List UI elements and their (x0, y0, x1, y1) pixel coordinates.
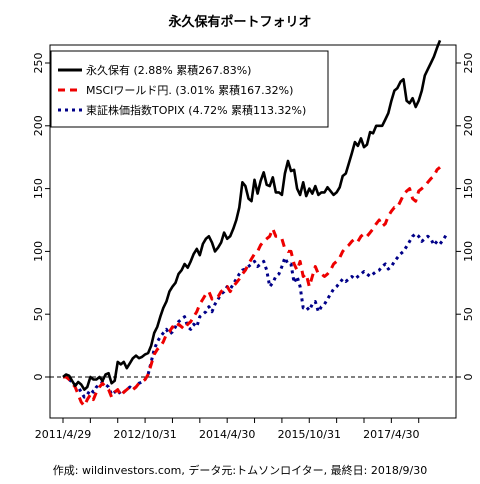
y-tick-label-right: 150 (462, 178, 475, 199)
x-tick-label: 2011/4/29 (35, 428, 91, 441)
y-tick-label-right: 250 (462, 53, 475, 74)
y-tick-label-left: 200 (32, 115, 45, 136)
legend-entry-eikyu-hoyu-label: 永久保有 (2.88% 累積267.83%) (86, 63, 251, 77)
y-tick-label-right: 0 (462, 374, 475, 381)
legend-entry-msci-world-label: MSCIワールド円. (3.01% 累積167.32%) (86, 83, 293, 97)
y-tick-label-right: 50 (462, 307, 475, 321)
legend-box (50, 50, 329, 128)
series-layer (62, 39, 448, 408)
x-tick-label: 2017/4/30 (363, 428, 419, 441)
series-line-topix (63, 232, 448, 399)
series-line-eikyu-hoyu (62, 39, 442, 391)
y-tick-label-left: 0 (32, 374, 45, 381)
chart-title: 永久保有ポートフォリオ (167, 14, 311, 30)
x-tick-label: 2015/10/31 (278, 428, 341, 441)
x-tick-label: 2012/10/31 (113, 428, 176, 441)
y-tick-label-left: 100 (32, 241, 45, 262)
series-line-msci-world (63, 166, 441, 408)
legend: 永久保有 (2.88% 累積267.83%) MSCIワールド円. (3.01% … (50, 50, 329, 128)
y-tick-label-right: 100 (462, 241, 475, 262)
y-tick-label-left: 250 (32, 53, 45, 74)
chart-caption: 作成: wildinvestors.com, データ元:トムソンロイター, 最終… (53, 463, 427, 477)
axes-layer: 0 0 50 50 100 100 150 150 200 200 250 250 2011/4/29 2… (32, 53, 475, 442)
legend-entry-topix-label: 東証株価指数TOPIX (4.72% 累積113.32%) (86, 103, 306, 117)
plot-frame (49, 44, 457, 419)
y-tick-label-left: 50 (32, 307, 45, 321)
y-tick-label-left: 150 (32, 178, 45, 199)
y-tick-label-right: 200 (462, 115, 475, 136)
x-tick-label: 2014/4/30 (199, 428, 255, 441)
